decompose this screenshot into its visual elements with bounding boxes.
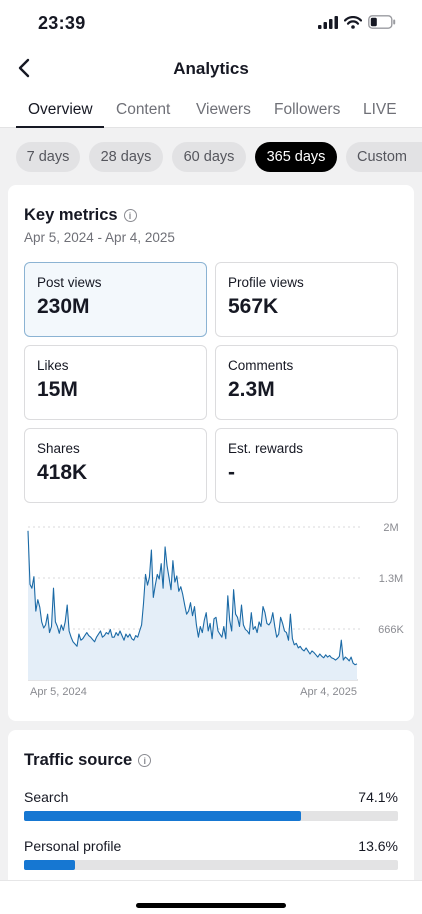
range-chip-custom[interactable]: Custom xyxy=(346,142,422,172)
bottom-area xyxy=(0,880,422,914)
range-chip-60-days[interactable]: 60 days xyxy=(172,142,246,172)
tab-viewers[interactable]: Viewers xyxy=(196,101,251,118)
traffic-percent: 13.6% xyxy=(358,838,398,854)
metric-card-shares[interactable]: Shares 418K xyxy=(24,428,207,503)
series-line xyxy=(27,530,358,666)
metric-value: 230M xyxy=(37,295,90,318)
traffic-bar-track xyxy=(24,811,398,821)
date-range-chips: 7 days 28 days 60 days 365 days Custom xyxy=(0,142,422,172)
key-metrics-title: Key metrics i xyxy=(24,206,137,225)
metric-label: Profile views xyxy=(228,275,304,290)
metric-label: Post views xyxy=(37,275,102,290)
traffic-bar-fill xyxy=(24,811,302,821)
chevron-left-icon xyxy=(18,58,30,78)
metric-value: 15M xyxy=(37,378,78,401)
tab-live[interactable]: LIVE xyxy=(363,101,397,118)
back-button[interactable] xyxy=(12,54,36,82)
metric-value: 418K xyxy=(37,461,88,484)
tab-followers[interactable]: Followers xyxy=(274,101,341,118)
y-tick-label: 1.3M xyxy=(379,573,403,585)
tab-bar: Overview Content Viewers Followers LIVE xyxy=(0,92,422,128)
home-indicator xyxy=(136,903,286,908)
traffic-percent: 74.1% xyxy=(358,789,398,805)
range-chip-365-days[interactable]: 365 days xyxy=(255,142,337,172)
key-metrics-heading: Key metrics xyxy=(24,206,118,224)
active-tab-indicator xyxy=(16,126,104,128)
page-title: Analytics xyxy=(173,59,249,78)
metric-card-likes[interactable]: Likes 15M xyxy=(24,345,207,420)
tab-overview[interactable]: Overview xyxy=(28,101,93,118)
y-tick-label: 666K xyxy=(378,624,404,636)
metric-card-post-views[interactable]: Post views 230M xyxy=(24,262,207,337)
battery-icon xyxy=(368,15,396,34)
tab-content[interactable]: Content xyxy=(116,101,171,118)
traffic-source-title: Traffic source i xyxy=(24,751,152,770)
range-chip-7-days[interactable]: 7 days xyxy=(16,142,80,172)
metric-label: Est. rewards xyxy=(228,441,304,456)
traffic-source-heading: Traffic source xyxy=(24,751,133,769)
x-tick-label-end: Apr 4, 2025 xyxy=(300,686,357,698)
top-bar: 23:39 xyxy=(0,0,422,128)
metric-label: Comments xyxy=(228,358,294,373)
wifi-icon xyxy=(343,15,363,34)
post-views-chart-svg: 2M 1.3M 666K Apr 5, 2024 Apr 4, 2025 xyxy=(27,522,405,698)
nav-bar: Analytics xyxy=(0,46,422,92)
metric-value: 2.3M xyxy=(228,378,275,401)
y-tick-label: 2M xyxy=(383,522,398,534)
info-icon[interactable]: i xyxy=(123,209,137,222)
date-range-label: Apr 5, 2024 - Apr 4, 2025 xyxy=(24,230,175,245)
status-icons xyxy=(318,15,396,34)
metric-label: Shares xyxy=(37,441,80,456)
cellular-signal-icon xyxy=(318,15,338,34)
metric-card-est-rewards[interactable]: Est. rewards - xyxy=(215,428,398,503)
metric-label: Likes xyxy=(37,358,69,373)
traffic-bar-fill xyxy=(24,860,75,870)
traffic-label: Personal profile xyxy=(24,838,122,854)
metric-card-profile-views[interactable]: Profile views 567K xyxy=(215,262,398,337)
status-bar: 23:39 xyxy=(0,0,422,46)
traffic-bar-track xyxy=(24,860,398,870)
post-views-chart[interactable]: 2M 1.3M 666K Apr 5, 2024 Apr 4, 2025 xyxy=(8,512,414,702)
metric-value: 567K xyxy=(228,295,279,318)
metric-card-comments[interactable]: Comments 2.3M xyxy=(215,345,398,420)
metric-value: - xyxy=(228,461,235,484)
x-tick-label-start: Apr 5, 2024 xyxy=(30,686,87,698)
series-area xyxy=(28,530,357,680)
traffic-source-card: Traffic source i Search 74.1% Personal p… xyxy=(8,730,414,880)
status-time: 23:39 xyxy=(38,13,86,33)
traffic-label: Search xyxy=(24,789,69,805)
range-chip-28-days[interactable]: 28 days xyxy=(89,142,163,172)
info-icon[interactable]: i xyxy=(138,754,152,767)
